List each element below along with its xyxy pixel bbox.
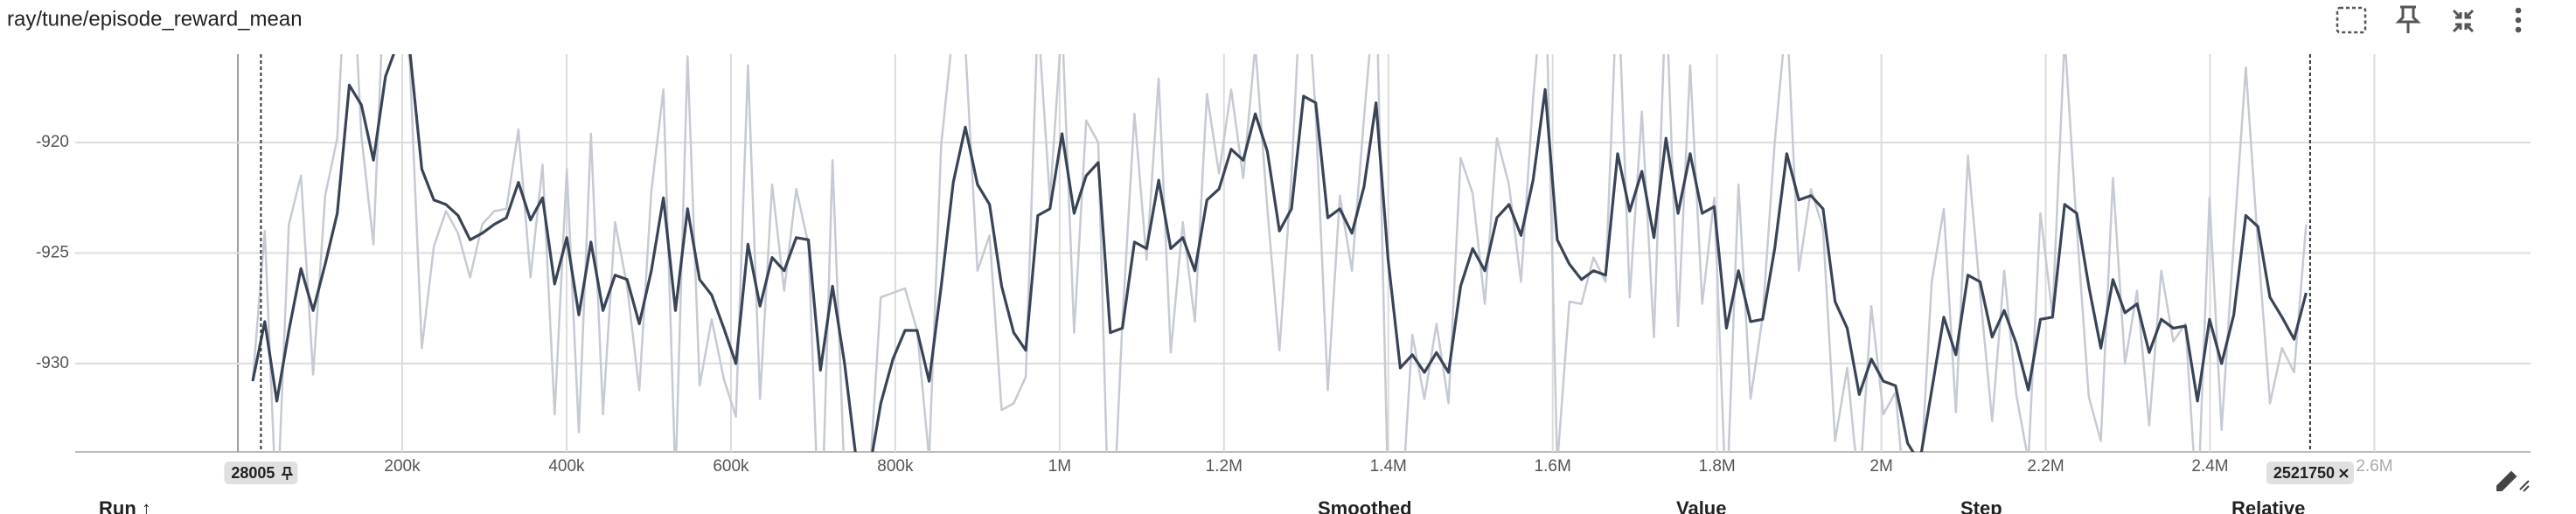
menu-icon[interactable] <box>2515 7 2522 33</box>
x-tick-label: 2M <box>1869 457 1892 476</box>
x-tick-label: 1.6M <box>1535 457 1571 476</box>
column-header[interactable]: Relative <box>2231 497 2305 514</box>
x-tick-label: 1M <box>1048 457 1071 476</box>
column-header[interactable]: Step <box>1960 497 2002 514</box>
x-tick-label: 600k <box>713 457 749 476</box>
column-header[interactable]: Run ↑ <box>99 497 151 514</box>
y-tick-label: -930 <box>36 354 69 372</box>
x-tick-label: 1.4M <box>1370 457 1407 476</box>
cursor-badge <box>2266 462 2354 484</box>
cursor-badge <box>224 462 298 484</box>
y-tick-label: -925 <box>36 244 69 262</box>
x-tick-label: 400k <box>548 457 585 476</box>
x-tick-label: 1.2M <box>1206 457 1243 476</box>
collapse-icon[interactable] <box>2452 9 2475 33</box>
chart-title: ray/tune/episode_reward_mean <box>7 7 303 31</box>
x-tick-label: 2.2M <box>2027 457 2064 476</box>
y-tick-label: -920 <box>36 133 69 151</box>
x-tick-label: 1.8M <box>1699 457 1736 476</box>
pin-icon[interactable] <box>2395 5 2421 33</box>
pin-mini <box>281 467 294 480</box>
x-tick-label: 200k <box>384 457 421 476</box>
cursor-label: 28005 <box>231 464 275 482</box>
close-mini <box>2339 469 2349 478</box>
x-tick-label: 2.6M <box>2356 457 2392 476</box>
series-line <box>251 54 2308 452</box>
column-header[interactable]: Smoothed <box>1318 497 1412 514</box>
series-line <box>251 54 2308 452</box>
x-tick-label: 2.4M <box>2191 457 2228 476</box>
edit-icon[interactable] <box>2496 470 2530 492</box>
x-tick-label: 800k <box>877 457 914 476</box>
fit-icon[interactable] <box>2336 6 2367 34</box>
cursor-label: 2521750 <box>2273 464 2335 482</box>
toolbar <box>2336 5 2530 492</box>
column-header[interactable]: Value <box>1676 497 1726 514</box>
